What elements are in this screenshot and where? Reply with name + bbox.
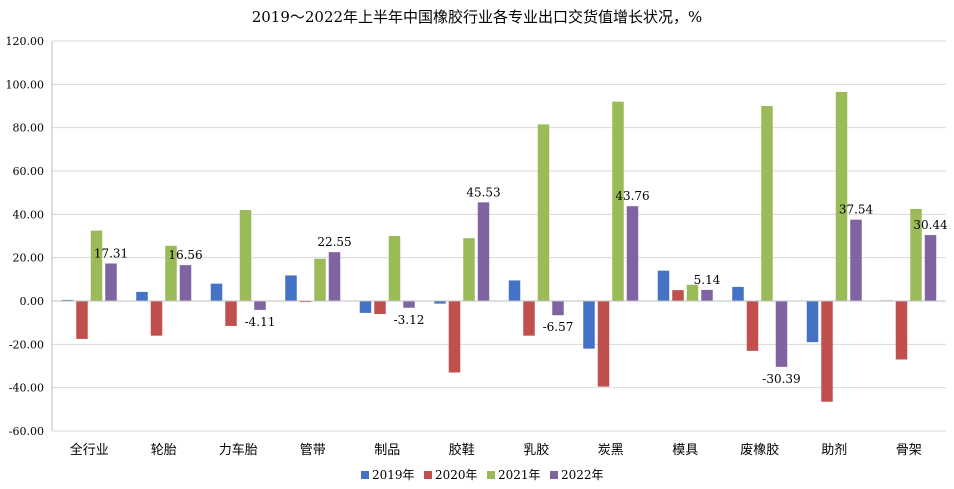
bar-2020年-制品 [374,301,386,314]
data-label-2022: 30.44 [913,218,948,232]
data-labels: 17.31 16.56 -4.11 22.55 -3.12 45.53 -6.57 43.76… [94,185,948,385]
bar-2019年-制品 [359,301,372,313]
bar-2022年-乳胶 [552,301,564,316]
bar-2021年-制品 [388,236,401,301]
bar-2021年-助剂 [835,91,848,302]
bar-2022年-模具 [701,289,713,301]
y-tick-label: 20.00 [13,252,45,265]
legend-swatch [487,471,495,479]
bar-2020年-废橡胶 [746,301,759,351]
x-category-label: 制品 [374,443,400,458]
x-category-label: 力车胎 [219,442,258,458]
y-tick-label: -20.00 [9,338,44,351]
bar-2020年-胶鞋 [448,301,461,373]
x-category-label: 模具 [672,443,698,458]
x-category-label: 乳胶 [523,442,549,458]
x-category-label: 胶鞋 [449,442,475,458]
bar-2019年-管带 [285,275,297,301]
bar-2020年-管带 [299,301,312,303]
bar-2021年-模具 [686,284,699,301]
bar-2022年-胶鞋 [477,202,490,301]
bar-2020年-乳胶 [523,301,535,336]
x-category-label: 轮胎 [151,443,177,458]
bar-2019年-乳胶 [508,280,521,301]
bar-2019年-轮胎 [136,291,148,301]
bar-2022年-制品 [403,301,415,308]
bar-2019年-废橡胶 [732,286,744,301]
bar-2020年-骨架 [895,301,908,360]
x-category-label: 助剂 [821,443,847,458]
bar-2021年-全行业 [90,230,103,301]
bar-2022年-管带 [328,252,341,301]
bar-2019年-胶鞋 [434,301,446,304]
data-label-2022: -6.57 [543,320,574,334]
legend-label: 2022年 [561,468,604,482]
data-label-2022: 43.76 [615,189,649,203]
data-label-2022: 37.54 [839,203,874,217]
legend-label: 2019年 [372,468,415,482]
bar-2021年-力车胎 [239,210,252,301]
y-tick-label: 60.00 [13,165,45,178]
bar-2021年-废橡胶 [761,106,773,301]
data-label-2022: -3.12 [394,313,425,327]
bar-2022年-全行业 [105,263,117,301]
bar-2019年-全行业 [61,299,74,301]
data-label-2022: 5.14 [694,273,721,287]
y-tick-label: 100.00 [6,78,45,91]
legend-swatch [424,471,432,479]
x-category-label: 废橡胶 [740,442,779,458]
legend-label: 2021年 [498,468,541,482]
bar-2020年-力车胎 [225,301,237,326]
bar-2020年-全行业 [76,301,88,339]
grid-lines [51,40,946,432]
bar-2021年-骨架 [910,208,922,301]
bar-2021年-轮胎 [165,245,177,301]
legend-swatch [361,471,369,479]
x-category-label: 炭黑 [598,443,624,458]
data-label-2022: 22.55 [317,235,351,249]
y-tick-label: -60.00 [9,425,44,438]
bar-2020年-助剂 [821,301,833,402]
y-tick-label: 40.00 [13,208,45,221]
chart-title: 2019～2022年上半年中国橡胶行业各专业出口交货值增长状况，% [252,8,703,26]
bar-2021年-乳胶 [537,124,550,302]
y-tick-label: 0.00 [20,295,45,308]
data-label-2022: 16.56 [168,248,202,262]
x-category-label: 全行业 [70,442,109,458]
bars [61,91,937,402]
bar-2022年-废橡胶 [775,301,788,367]
data-label-2022: 45.53 [466,185,500,199]
bar-2019年-炭黑 [583,301,595,349]
x-category-label: 管带 [300,443,326,458]
y-tick-label: -40.00 [9,382,44,395]
bar-2021年-管带 [314,258,326,301]
bar-2022年-炭黑 [626,206,639,301]
y-tick-label: 120.00 [6,35,45,48]
bar-2019年-力车胎 [210,283,223,301]
legend-label: 2020年 [435,468,478,482]
bar-2020年-轮胎 [150,301,163,336]
y-axis-ticks: 120.00 100.00 80.00 60.00 40.00 20.00 0.00 -20.… [6,35,45,438]
data-label-2022: 17.31 [94,246,128,260]
data-label-2022: -30.39 [762,372,800,386]
bar-2021年-胶鞋 [463,238,475,301]
bar-2020年-模具 [672,290,684,301]
bar-2021年-炭黑 [612,101,624,302]
bar-2019年-模具 [657,270,670,301]
y-tick-label: 80.00 [13,122,45,135]
bar-2022年-力车胎 [254,301,266,310]
data-label-2022: -4.11 [245,315,276,329]
bar-2020年-炭黑 [597,301,610,387]
bar-2022年-助剂 [850,219,862,301]
legend-swatch [550,471,558,479]
bar-2019年-助剂 [806,301,819,343]
x-category-label: 骨架 [896,443,922,458]
legend: 2019年 2020年 2021年 2022年 [361,468,604,482]
bar-2022年-骨架 [924,235,937,301]
x-axis-categories: 全行业 轮胎 力车胎 管带 制品 胶鞋 乳胶 炭黑 模具 废橡胶 助剂 骨架 [70,442,922,458]
bar-2022年-轮胎 [179,265,192,301]
